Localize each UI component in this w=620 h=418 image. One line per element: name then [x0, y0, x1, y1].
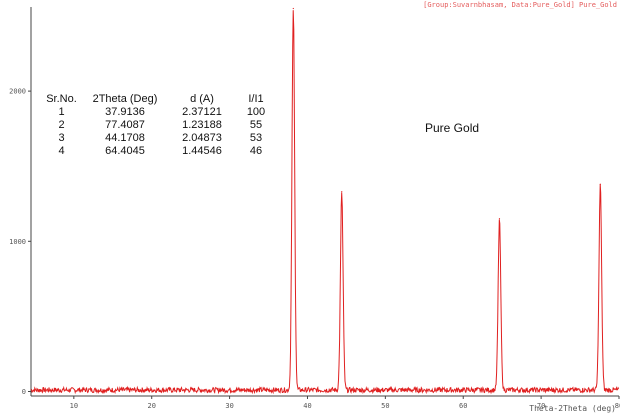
x-tick-label: 30 — [225, 402, 233, 410]
header-2theta: 2Theta (Deg) — [92, 93, 158, 105]
x-tick-label: 20 — [147, 402, 155, 410]
y-tick-label: 0 — [22, 388, 26, 396]
x-tick-label: 80 — [615, 402, 620, 410]
x-tick-label: 10 — [70, 402, 78, 410]
peak-table-row: 4 64.4045 1.44546 46 — [40, 145, 275, 158]
x-tick-label: 70 — [537, 402, 545, 410]
x-axis-title: Theta-2Theta (deg) — [529, 404, 616, 413]
cell-intensity: 46 — [249, 145, 263, 157]
diffraction-peak — [292, 7, 294, 10]
cell-d-spacing: 2.04873 — [182, 132, 222, 144]
diffraction-peak — [341, 191, 343, 193]
cell-sr-no: 1 — [58, 106, 65, 118]
diffraction-peak — [498, 218, 501, 220]
cell-d-spacing: 1.23188 — [182, 119, 222, 131]
diffraction-peak — [599, 183, 601, 185]
cell-sr-no: 4 — [58, 145, 65, 157]
cell-d-spacing: 1.44546 — [182, 145, 222, 157]
peak-table: Sr.No. 2Theta (Deg) d (A) I/I1 1 37.9136… — [40, 93, 275, 158]
x-tick-label: 50 — [381, 402, 389, 410]
cell-2theta: 37.9136 — [105, 106, 145, 118]
cell-intensity: 53 — [249, 132, 263, 144]
diffraction-pattern-line — [30, 10, 620, 395]
cell-intensity: 55 — [249, 119, 263, 131]
sample-annotation: Pure Gold — [425, 121, 480, 135]
peak-table-row: 3 44.1708 2.04873 53 — [40, 132, 275, 145]
cell-intensity: 100 — [246, 106, 266, 118]
x-tick-label: 40 — [303, 402, 311, 410]
data-source-tag: [Group:Suvarnbhasam, Data:Pure_Gold] Pur… — [423, 1, 617, 9]
header-sr-no: Sr.No. — [46, 93, 77, 105]
peak-table-row: 1 37.9136 2.37121 100 — [40, 106, 275, 119]
cell-2theta: 64.4045 — [105, 145, 145, 157]
y-tick-label: 1000 — [9, 238, 26, 246]
series-layer — [30, 7, 620, 395]
y-tick-label: 2000 — [9, 88, 26, 96]
peak-table-header: Sr.No. 2Theta (Deg) d (A) I/I1 — [40, 93, 275, 106]
cell-2theta: 44.1708 — [105, 132, 145, 144]
peak-table-row: 2 77.4087 1.23188 55 — [40, 119, 275, 132]
ticks: 10 20 30 40 50 60 70 80 0 1000 2000 — [9, 88, 620, 410]
axes — [30, 7, 619, 397]
cell-d-spacing: 2.37121 — [182, 106, 222, 118]
header-intensity: I/I1 — [248, 93, 264, 105]
cell-sr-no: 3 — [58, 132, 65, 144]
x-tick-label: 60 — [459, 402, 467, 410]
cell-sr-no: 2 — [58, 119, 65, 131]
header-d-spacing: d (A) — [190, 93, 214, 105]
cell-2theta: 77.4087 — [105, 119, 145, 131]
